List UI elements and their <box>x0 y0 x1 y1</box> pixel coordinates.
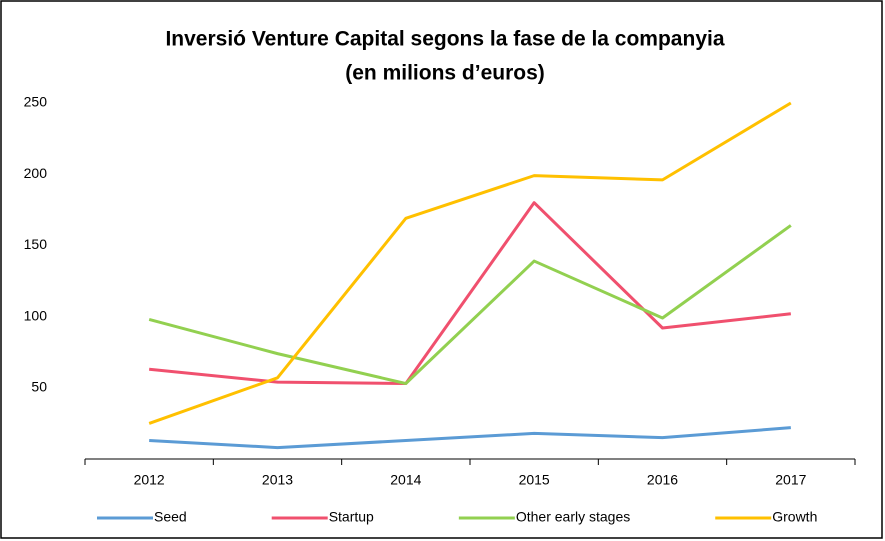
x-tick-label: 2012 <box>134 472 165 488</box>
y-tick-label: 200 <box>24 165 48 181</box>
legend-label: Growth <box>772 509 817 525</box>
x-tick-label: 2015 <box>519 472 550 488</box>
series-line <box>148 101 792 425</box>
chart-title: Inversió Venture Capital segons la fase … <box>165 28 724 51</box>
series-line <box>148 224 792 386</box>
y-tick-label: 100 <box>24 307 48 323</box>
x-tick-label: 2016 <box>647 472 678 488</box>
legend-label: Seed <box>154 509 187 525</box>
x-tick-label: 2017 <box>775 472 806 488</box>
series-line <box>149 426 791 450</box>
x-tick-label: 2013 <box>262 472 293 488</box>
series-line <box>149 201 791 386</box>
y-tick-label: 50 <box>31 379 47 395</box>
chart-subtitle: (en milions d’euros) <box>345 62 545 85</box>
legend-label: Startup <box>329 509 374 525</box>
y-tick-label: 250 <box>24 94 48 110</box>
y-tick-label: 150 <box>24 236 48 252</box>
legend-label: Other early stages <box>516 509 630 525</box>
x-tick-label: 2014 <box>390 472 421 488</box>
